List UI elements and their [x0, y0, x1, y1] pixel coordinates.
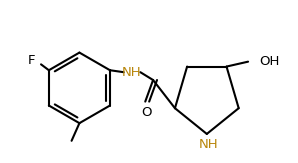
- Text: NH: NH: [199, 138, 219, 151]
- Text: NH: NH: [122, 66, 141, 79]
- Text: F: F: [28, 54, 35, 67]
- Text: OH: OH: [259, 55, 279, 68]
- Text: O: O: [141, 106, 151, 119]
